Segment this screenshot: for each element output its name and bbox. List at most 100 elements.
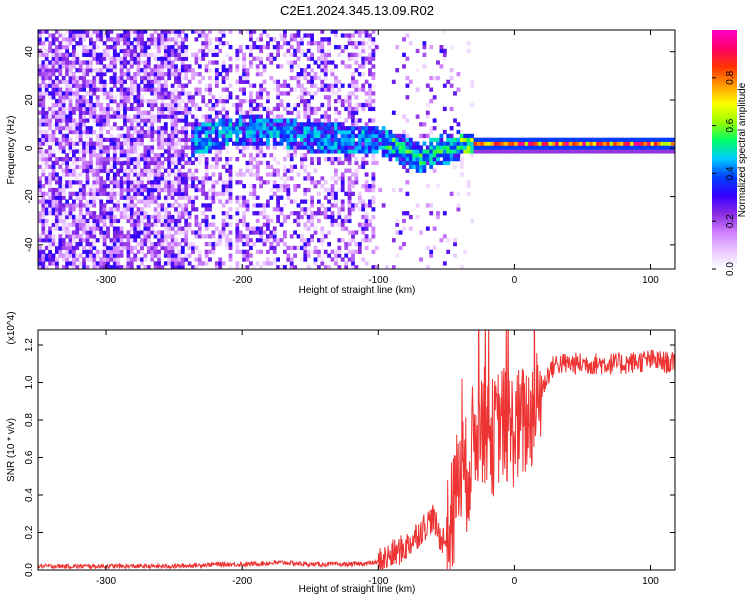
spectrogram-cell bbox=[228, 137, 233, 142]
spectrogram-cell bbox=[361, 83, 366, 88]
spectrogram-cell bbox=[310, 211, 314, 216]
spectrogram-cell bbox=[160, 145, 165, 150]
spectrogram-cell bbox=[95, 60, 100, 65]
spectrogram-cell bbox=[252, 137, 257, 142]
spectrogram-cell bbox=[102, 191, 107, 196]
spectrogram-cell bbox=[51, 203, 56, 208]
spectrogram-cell bbox=[296, 64, 301, 69]
spectrogram-cell bbox=[585, 141, 590, 146]
spectrogram-cell bbox=[177, 257, 182, 262]
spectrogram-cell bbox=[143, 153, 148, 158]
spectrogram-cell bbox=[204, 64, 209, 69]
spectrogram-cell bbox=[75, 102, 80, 108]
spectrogram-cell bbox=[429, 145, 434, 150]
spectrogram-cell bbox=[146, 265, 151, 269]
spectrogram-cell bbox=[48, 149, 52, 154]
spectrogram-cell bbox=[174, 153, 178, 158]
spectrogram-cell bbox=[109, 265, 114, 269]
spectrogram-cell bbox=[143, 184, 148, 189]
spectrogram-cell bbox=[374, 137, 379, 142]
spectrogram-cell bbox=[340, 176, 345, 181]
spectrogram-cell bbox=[245, 242, 250, 247]
spectrogram-cell bbox=[55, 30, 59, 34]
spectrogram-cell bbox=[38, 164, 42, 169]
spectrogram-cell bbox=[48, 68, 52, 73]
spectrogram-cell bbox=[201, 126, 206, 131]
spectrogram-cell bbox=[167, 157, 172, 162]
spectrogram-cell bbox=[174, 87, 178, 92]
spectrogram-cell bbox=[531, 149, 536, 154]
spectrogram-cell bbox=[221, 261, 226, 266]
spectrogram-cell bbox=[238, 106, 243, 112]
spectrogram-cell bbox=[340, 99, 345, 104]
spectrogram-cell bbox=[347, 106, 352, 112]
spectrogram-cell bbox=[99, 60, 104, 65]
spectrogram-cell bbox=[75, 68, 80, 73]
spectrogram-cell bbox=[266, 114, 270, 119]
spectrogram-cell bbox=[364, 203, 369, 208]
spectrogram-cell bbox=[112, 265, 117, 269]
spectrogram-cell bbox=[55, 118, 59, 123]
spectrogram-cell bbox=[218, 145, 223, 150]
spectrogram-cell bbox=[102, 91, 107, 96]
spectrogram-cell bbox=[385, 265, 389, 269]
spectrogram-cell bbox=[425, 102, 430, 108]
spectrogram-cell bbox=[327, 95, 331, 100]
spectrogram-cell bbox=[293, 230, 297, 235]
spectrogram-cell bbox=[167, 133, 172, 139]
spectrogram-cell bbox=[361, 207, 366, 212]
spectrogram-cell bbox=[313, 126, 318, 131]
spectrogram-cell bbox=[68, 114, 73, 119]
spectrogram-cell bbox=[650, 137, 655, 142]
spectrogram-cell bbox=[511, 149, 515, 154]
spectrogram-cell bbox=[170, 91, 175, 96]
spectrogram-cell bbox=[65, 172, 69, 177]
spectrogram-cell bbox=[214, 45, 219, 50]
spectrogram-cell bbox=[276, 199, 280, 204]
spectrogram-cell bbox=[592, 149, 597, 154]
spectrogram-cell bbox=[582, 137, 587, 142]
spectrogram-cell bbox=[150, 83, 155, 88]
spectrogram-cell bbox=[61, 203, 66, 208]
spectrogram-cell bbox=[109, 249, 114, 254]
spectrogram-cell bbox=[41, 133, 46, 139]
spectrogram-cell bbox=[58, 106, 63, 112]
spectrogram-cell bbox=[48, 172, 52, 177]
spectrogram-cell bbox=[218, 238, 223, 243]
spectrogram-cell bbox=[351, 149, 355, 154]
spectrogram-cell bbox=[109, 64, 114, 69]
spectrogram-cell bbox=[99, 52, 104, 57]
spectrogram-cell bbox=[327, 199, 331, 204]
spectrogram-cell bbox=[266, 141, 270, 146]
spectrogram-cell bbox=[133, 37, 138, 42]
spectrogram-cell bbox=[85, 33, 90, 38]
spectrogram-cell bbox=[242, 257, 246, 262]
spectrogram-cell bbox=[266, 218, 270, 224]
spectrogram-cell bbox=[109, 126, 114, 131]
spectrogram-cell bbox=[442, 157, 447, 162]
spectrogram-cell bbox=[146, 56, 151, 61]
spectrogram-cell bbox=[214, 153, 219, 158]
spectrogram-cell bbox=[187, 172, 192, 177]
spectrogram-cell bbox=[361, 137, 366, 142]
spectrogram-cell bbox=[191, 129, 195, 135]
spectrogram-cell bbox=[157, 207, 161, 212]
spectrogram-cell bbox=[106, 153, 110, 158]
spectrogram-cell bbox=[116, 265, 121, 269]
spectrogram-cell bbox=[351, 91, 355, 96]
spectrogram-cell bbox=[555, 137, 559, 142]
spectrogram-cell bbox=[129, 56, 134, 61]
spectrogram-cell bbox=[95, 122, 100, 127]
spectrogram-cell bbox=[323, 87, 328, 92]
spectrogram-cell bbox=[157, 195, 161, 200]
spectrogram-cell bbox=[48, 187, 52, 193]
spectrogram-cell bbox=[119, 126, 124, 131]
spectrogram-cell bbox=[197, 226, 202, 231]
spectrogram-cell bbox=[41, 118, 46, 123]
spectrogram-cell bbox=[89, 87, 93, 92]
spectrogram-cell bbox=[157, 160, 161, 166]
spectrogram-cell bbox=[306, 118, 311, 123]
spectrogram-cell bbox=[289, 122, 294, 127]
spectrogram-cell bbox=[109, 214, 114, 220]
spectrogram-cell bbox=[211, 126, 216, 131]
